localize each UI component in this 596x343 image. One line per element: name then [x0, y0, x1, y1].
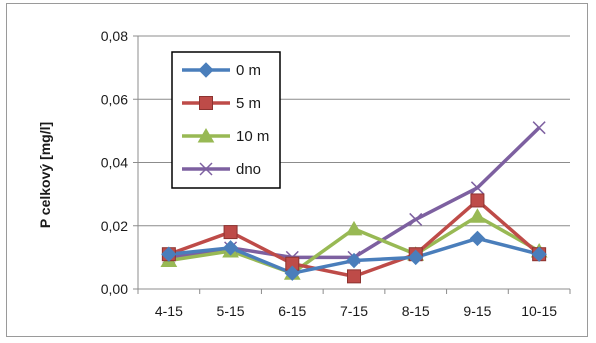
legend-label: 0 m	[236, 62, 261, 79]
y-tick-label: 0,04	[101, 155, 128, 171]
marker-stroke	[470, 181, 484, 195]
data-point	[470, 181, 484, 195]
legend-marker	[199, 162, 213, 176]
legend-item: 10 m	[182, 127, 269, 145]
x-tick-label: 8-15	[402, 303, 430, 319]
legend-marker	[198, 62, 214, 78]
marker-stroke	[409, 212, 423, 226]
data-point	[409, 212, 423, 226]
x-tick-label: 4-15	[155, 303, 183, 319]
marker-stroke	[532, 121, 546, 135]
legend: 0 m 5 m 10 m dno	[171, 51, 281, 189]
legend-label: 10 m	[236, 128, 269, 145]
y-tick-label: 0,06	[101, 91, 128, 107]
data-point	[532, 121, 546, 135]
y-tick-label: 0,08	[101, 28, 128, 44]
legend-label: 5 m	[236, 95, 261, 112]
y-tick-label: 0,00	[101, 281, 128, 297]
legend-item: dno	[182, 161, 261, 178]
data-point	[408, 249, 424, 266]
legend-item: 5 m	[182, 95, 261, 112]
y-axis-label: P celkový [mg/l]	[37, 122, 53, 228]
x-tick-label: 7-15	[340, 303, 368, 319]
legend-box	[171, 51, 281, 189]
series	[160, 121, 548, 284]
chart-frame	[6, 3, 588, 337]
data-point	[223, 225, 238, 240]
data-point	[222, 240, 239, 256]
data-point	[161, 246, 177, 262]
data-point	[531, 246, 547, 262]
data-point	[469, 208, 486, 223]
y-tick-label: 0,02	[101, 218, 128, 234]
x-tick-label: 6-15	[278, 303, 306, 319]
legend-marker	[199, 96, 213, 110]
data-point	[470, 193, 485, 208]
legend-item: 0 m	[182, 62, 261, 79]
legend-marker	[197, 127, 215, 143]
x-tick-label: 5-15	[217, 303, 245, 319]
data-point	[345, 220, 363, 236]
legend-label: dno	[236, 161, 261, 178]
x-tick-label: 9-15	[463, 303, 491, 319]
axes: 0,00 0,02 0,04 0,06 0,08 4-15 5-15 6-15 7-15 8-15…	[101, 28, 571, 319]
data-point	[469, 230, 486, 247]
data-point	[347, 269, 361, 284]
data-point	[284, 265, 300, 281]
data-point	[346, 252, 362, 269]
marker-stroke	[199, 162, 213, 176]
x-tick-label: 10-15	[521, 303, 557, 319]
